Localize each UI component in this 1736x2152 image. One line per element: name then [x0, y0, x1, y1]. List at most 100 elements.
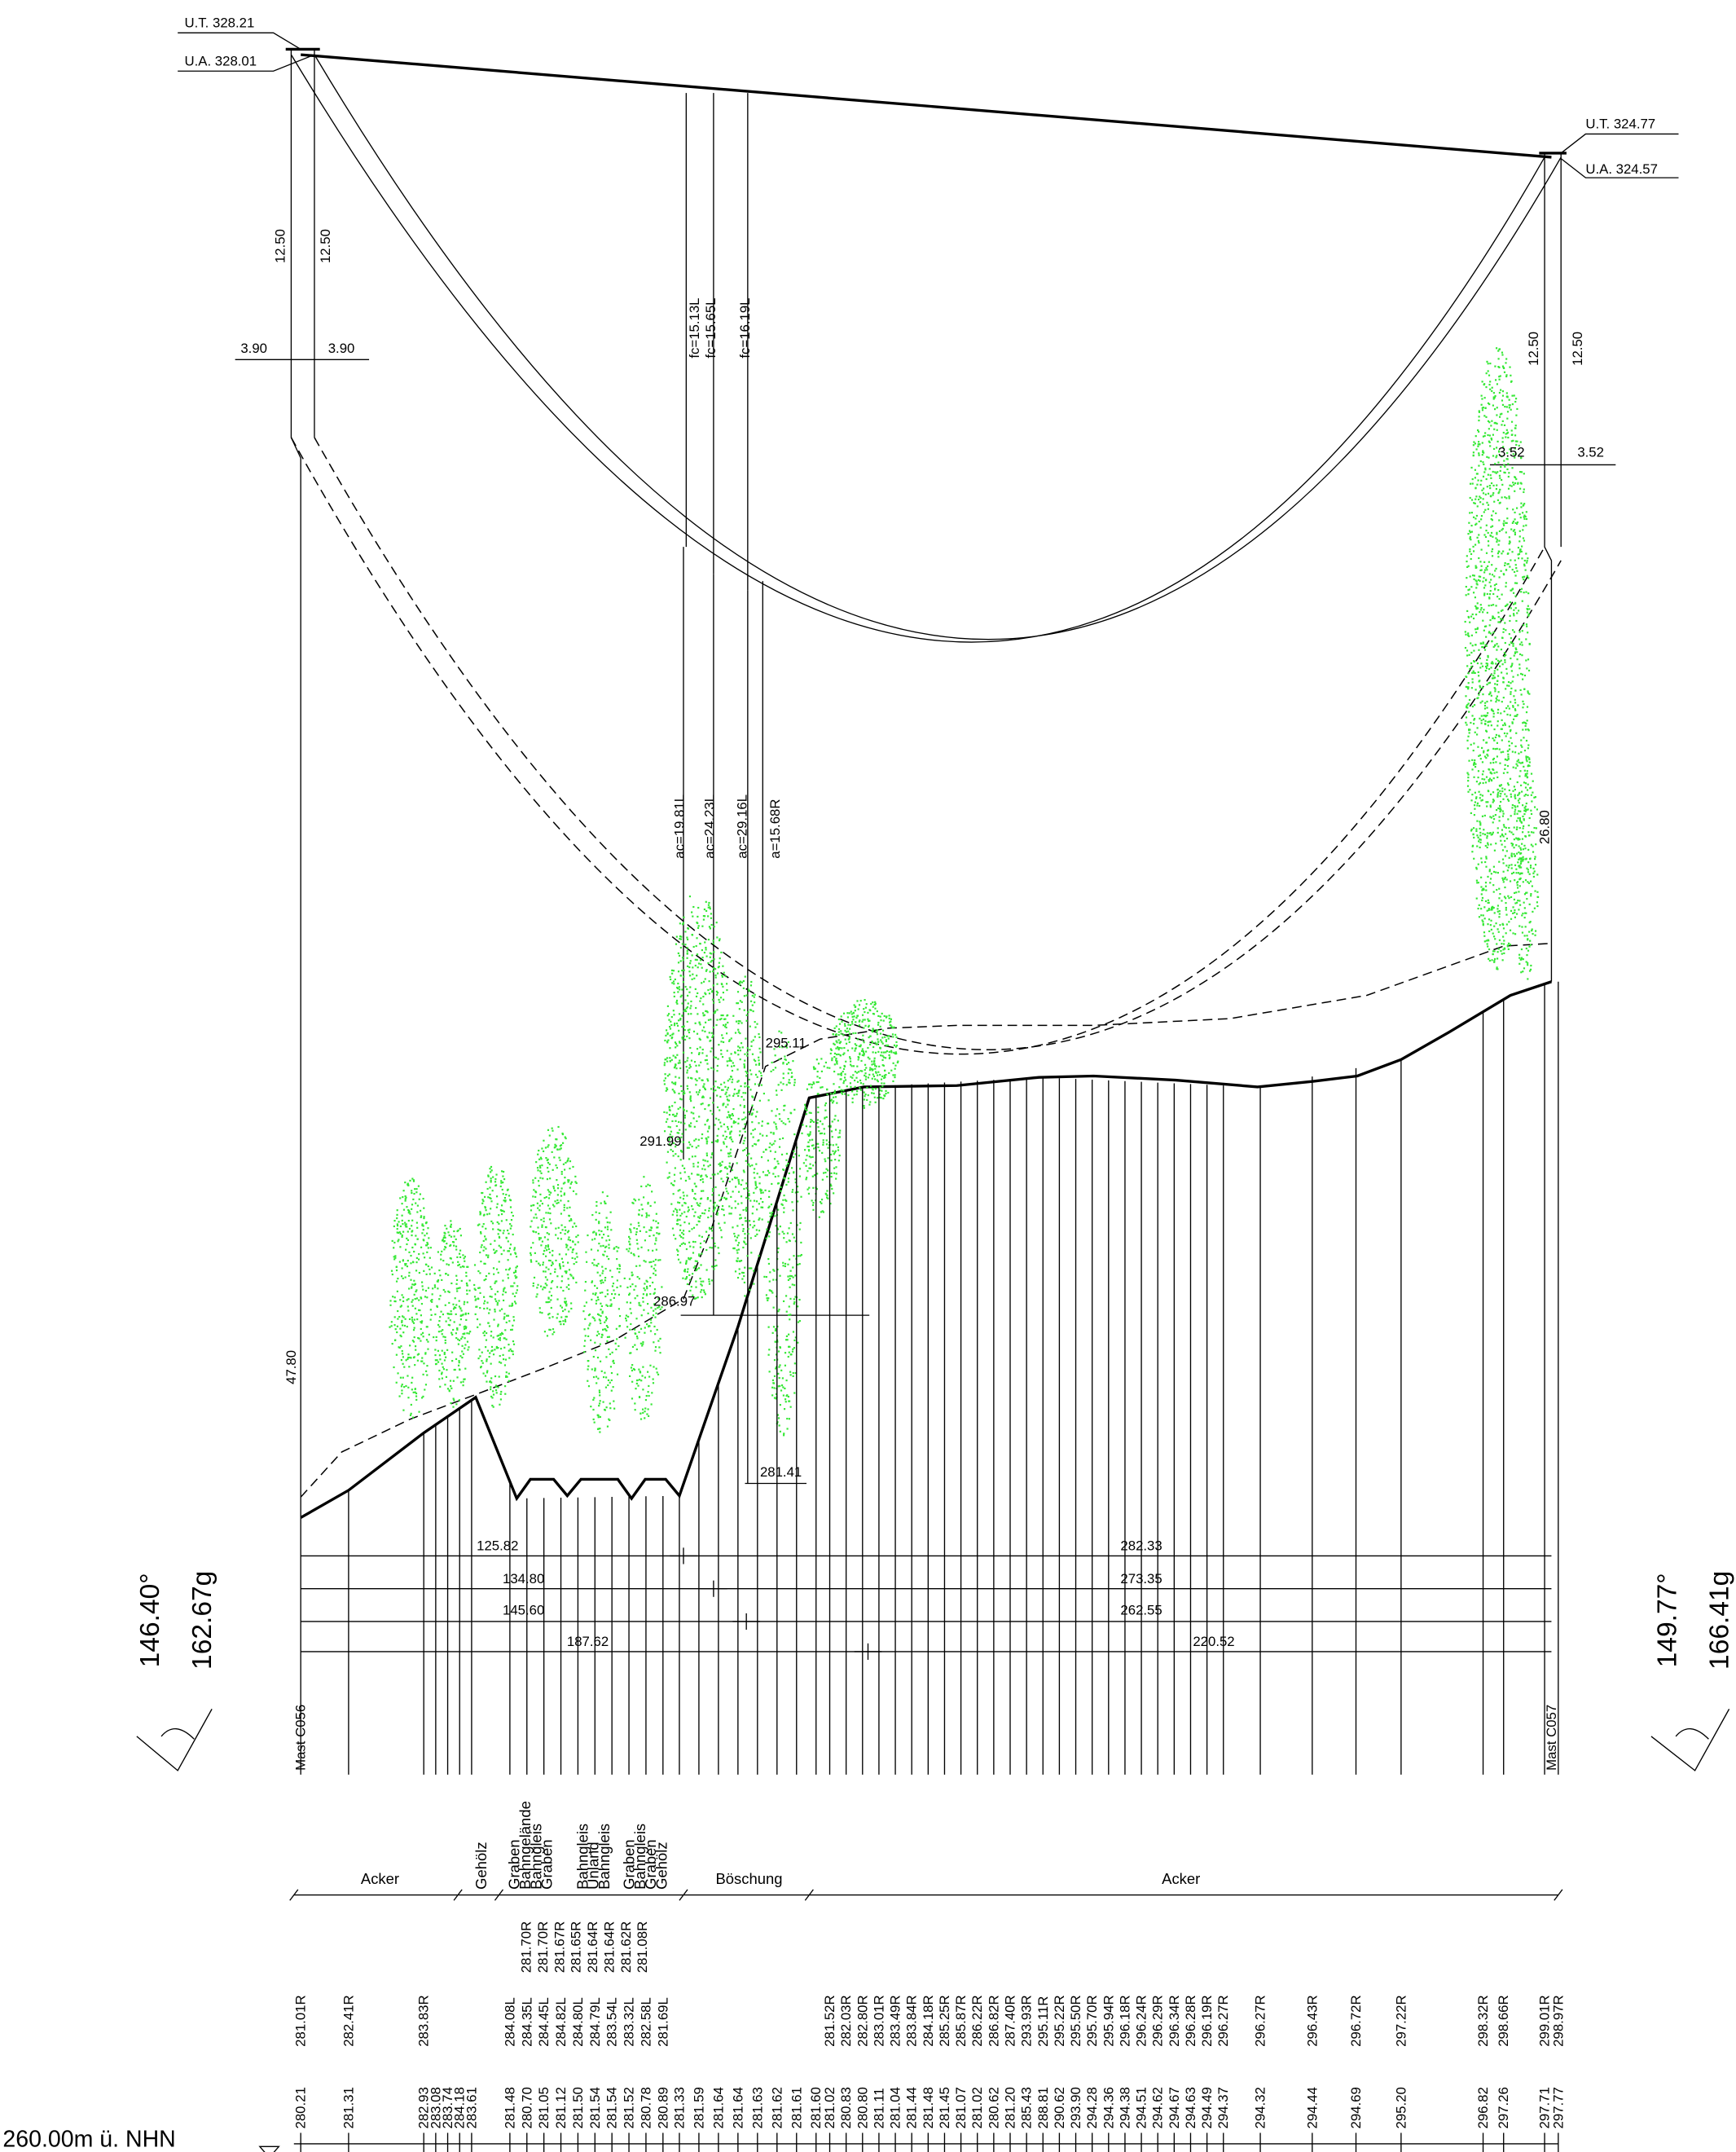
tree-point — [1519, 487, 1522, 490]
tree-point — [871, 1092, 873, 1094]
tree-point — [681, 1212, 683, 1215]
tree-point — [647, 1312, 649, 1314]
tree-point — [508, 1372, 510, 1375]
tree-point — [552, 1129, 554, 1132]
tree-point — [1502, 522, 1505, 525]
tree-point — [745, 1019, 748, 1022]
tree-point — [689, 1143, 692, 1146]
tree-point — [699, 943, 701, 945]
tree-point — [1498, 378, 1501, 381]
tree-point — [402, 1331, 405, 1334]
tree-point — [455, 1358, 458, 1360]
tree-point — [1479, 501, 1482, 504]
tree-point — [494, 1310, 496, 1313]
tree-point — [834, 1033, 837, 1036]
tree-point — [1525, 511, 1527, 513]
tree-point — [681, 988, 683, 991]
tree-point — [512, 1353, 514, 1356]
tree-point — [1501, 412, 1503, 415]
tree-point — [402, 1223, 404, 1226]
tree-point — [536, 1287, 538, 1289]
tree-point — [1492, 632, 1495, 634]
tree-point — [459, 1381, 462, 1384]
tree-point — [643, 1309, 645, 1311]
tree-point — [410, 1254, 412, 1257]
tree-point — [587, 1380, 589, 1382]
tree-point — [749, 984, 753, 987]
tree-point — [885, 1040, 887, 1043]
tree-point — [1498, 860, 1501, 863]
tree-point — [1521, 838, 1524, 840]
tree-point — [835, 1173, 837, 1175]
tree-point — [552, 1280, 554, 1283]
tree-point — [851, 1098, 854, 1100]
tree-point — [716, 1204, 719, 1207]
tree-point — [569, 1186, 571, 1189]
tree-point — [490, 1243, 492, 1245]
tree-point — [818, 1216, 820, 1218]
tree-point — [687, 965, 689, 967]
tree-point — [1497, 616, 1500, 618]
tree-point — [692, 1112, 695, 1115]
tree-point — [826, 1194, 828, 1196]
tree-point — [846, 1085, 848, 1088]
tree-point — [644, 1327, 646, 1329]
tree-point — [1512, 520, 1514, 523]
tree-point — [390, 1321, 393, 1323]
tree-point — [789, 1353, 792, 1356]
tree-point — [871, 1041, 873, 1043]
tree-point — [568, 1283, 570, 1287]
tree-point — [677, 952, 679, 954]
tree-point — [1466, 747, 1469, 750]
tree-point — [591, 1213, 594, 1217]
tree-point — [679, 1177, 682, 1180]
tree-point — [401, 1203, 403, 1205]
tree-point — [426, 1251, 429, 1253]
tree-point — [636, 1337, 639, 1340]
tree-point — [738, 1273, 741, 1275]
tree-point — [769, 1212, 771, 1214]
tree-point — [859, 1089, 862, 1091]
tree-point — [1501, 609, 1504, 611]
tree-point — [1469, 550, 1471, 552]
tree-point — [765, 1275, 768, 1278]
tree-point — [445, 1356, 447, 1358]
tree-point — [1470, 812, 1472, 815]
tree-point — [716, 1019, 719, 1021]
tree-point — [693, 1297, 696, 1300]
tree-point — [675, 943, 678, 945]
tree-point — [809, 1133, 811, 1135]
tree-point — [714, 1186, 717, 1189]
tree-point — [447, 1231, 450, 1234]
tree-point — [1526, 560, 1528, 562]
tree-point — [673, 995, 675, 998]
tree-point — [727, 1111, 730, 1113]
tree-point — [643, 1287, 645, 1290]
tree-point — [508, 1232, 510, 1234]
tree-point — [881, 1075, 884, 1078]
tree-point — [797, 1341, 799, 1344]
tree-point — [411, 1177, 414, 1180]
tree-point — [509, 1243, 512, 1246]
tree-point — [414, 1283, 416, 1285]
tree-point — [565, 1302, 567, 1305]
tree-point — [497, 1233, 499, 1235]
tree-point — [650, 1261, 653, 1263]
tree-point — [704, 978, 706, 980]
tree-point — [1520, 693, 1523, 696]
tree-point — [778, 1424, 780, 1427]
tree-point — [509, 1223, 512, 1226]
tree-point — [710, 1156, 713, 1159]
tree-point — [840, 1072, 842, 1075]
tree-point — [1495, 922, 1497, 925]
tree-point — [888, 1014, 890, 1017]
tree-point — [1490, 604, 1492, 606]
tree-point — [752, 1205, 754, 1208]
tree-point — [1508, 748, 1511, 750]
tree-point — [1484, 535, 1488, 539]
tree-point — [782, 1265, 784, 1267]
tree-point — [771, 1182, 773, 1186]
tree-point — [827, 1197, 829, 1199]
tree-point — [758, 1217, 761, 1220]
tree-point — [430, 1314, 433, 1316]
